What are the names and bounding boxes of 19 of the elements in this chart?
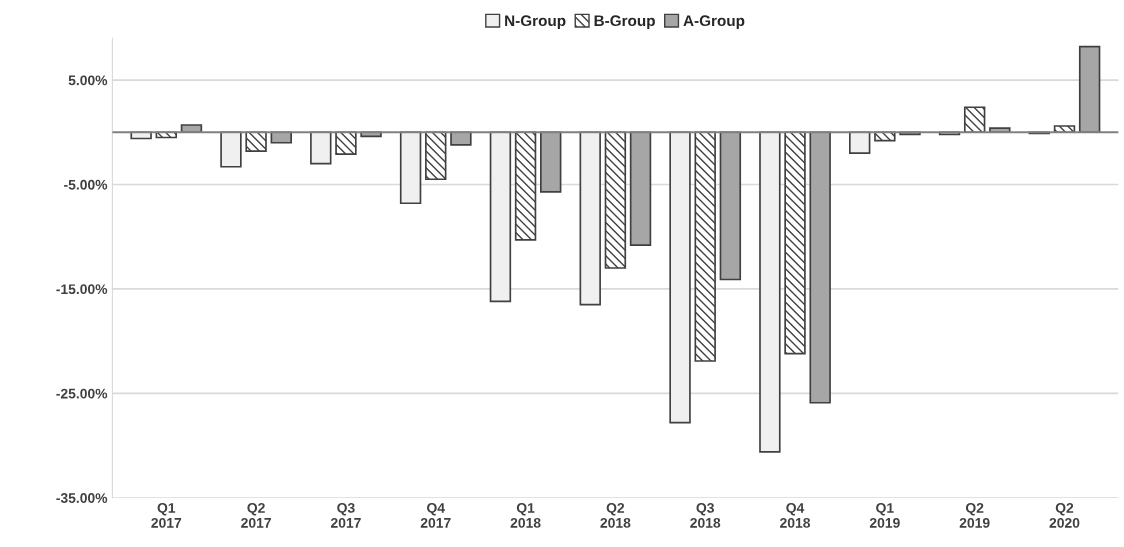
y-tick-label: 5.00% bbox=[68, 75, 108, 86]
x-tick-label: Q1 2017 bbox=[151, 503, 182, 528]
y-tick-label: -15.00% bbox=[56, 284, 108, 295]
x-tick-label: Q2 2017 bbox=[241, 503, 271, 528]
legend-label: A-Group bbox=[683, 15, 745, 30]
y-tick-label: -35.00% bbox=[56, 493, 108, 503]
x-tick-label: Q2 2018 bbox=[600, 503, 631, 528]
x-tick-label: Q3 2018 bbox=[690, 503, 721, 528]
x-tick-label: Q2 2020 bbox=[1049, 503, 1080, 528]
x-tick-label: Q4 2017 bbox=[420, 503, 451, 528]
x-tick-label: Q4 2018 bbox=[780, 503, 811, 528]
x-tick-label: Q3 2017 bbox=[330, 503, 361, 528]
legend-label: N-Group bbox=[505, 15, 566, 30]
legend-label: B-Group bbox=[594, 15, 655, 30]
x-tick-label: Q2 2019 bbox=[959, 503, 990, 528]
y-tick-label: -25.00% bbox=[56, 388, 108, 399]
x-tick-label: Q1 2019 bbox=[869, 503, 900, 528]
x-tick-label: Q1 2018 bbox=[510, 503, 541, 528]
y-tick-label: -5.00% bbox=[64, 179, 108, 190]
